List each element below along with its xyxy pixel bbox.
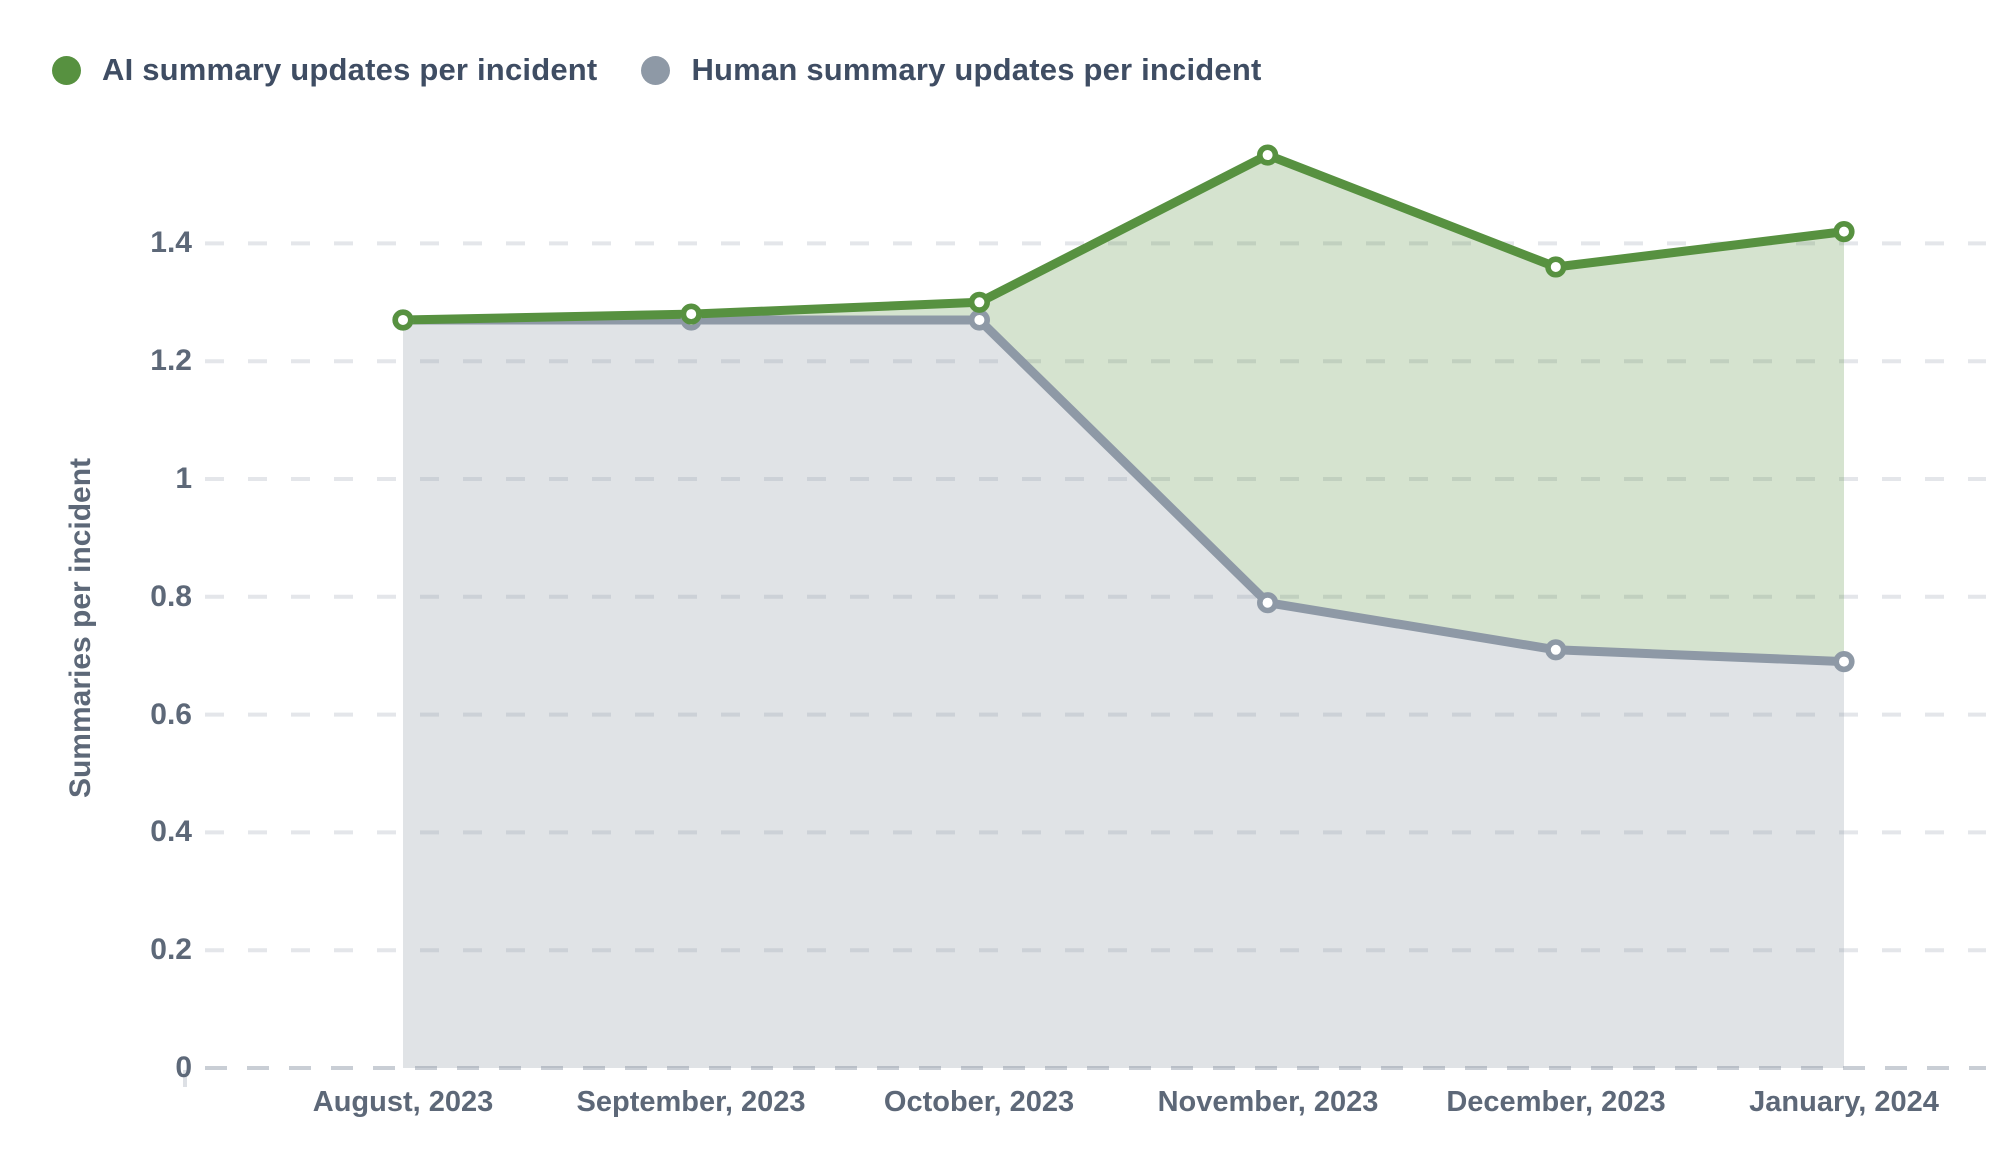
chart-legend: AI summary updates per incident Human su… bbox=[52, 52, 1262, 88]
data-point-marker-human[interactable] bbox=[1833, 650, 1855, 673]
legend-label: AI summary updates per incident bbox=[102, 52, 598, 87]
data-point-marker-ai[interactable] bbox=[968, 291, 991, 313]
x-axis-label: October, 2023 bbox=[883, 1086, 1075, 1118]
legend-item-ai-summary[interactable]: AI summary updates per incident bbox=[52, 52, 597, 88]
series-area-human bbox=[403, 320, 1844, 1068]
x-axis-label: November, 2023 bbox=[1157, 1086, 1379, 1118]
x-axis-label: January, 2024 bbox=[1749, 1086, 1939, 1118]
legend-dot-icon bbox=[52, 55, 81, 85]
y-tick-label: 0.6 bbox=[150, 698, 192, 731]
data-point-marker-ai[interactable] bbox=[680, 303, 702, 325]
x-axis-label: December, 2023 bbox=[1446, 1086, 1666, 1118]
series-line-ai bbox=[398, 150, 1849, 325]
legend-dot-icon bbox=[641, 55, 671, 85]
y-tick-label: 0 bbox=[175, 1051, 192, 1084]
legend-item-human-summary[interactable]: Human summary updates per incident bbox=[641, 52, 1261, 88]
data-point-marker-ai[interactable] bbox=[1256, 144, 1279, 166]
series-line-human bbox=[398, 315, 1849, 667]
y-tick-label: 1 bbox=[175, 462, 192, 495]
legend-label: Human summary updates per incident bbox=[691, 52, 1262, 87]
series-area-ai bbox=[403, 155, 1844, 662]
x-axis-label: August, 2023 bbox=[312, 1086, 494, 1118]
x-axis-label: September, 2023 bbox=[576, 1086, 806, 1118]
y-tick-label: 0.8 bbox=[150, 580, 192, 613]
data-point-marker-ai[interactable] bbox=[1833, 221, 1855, 243]
y-tick-label: 1.4 bbox=[150, 226, 192, 259]
y-tick-label: 0.2 bbox=[150, 933, 192, 966]
data-point-marker-ai[interactable] bbox=[1545, 256, 1567, 278]
data-point-marker-ai[interactable] bbox=[392, 309, 414, 331]
data-point-marker-human[interactable] bbox=[1256, 592, 1279, 614]
data-point-marker-human[interactable] bbox=[968, 309, 991, 331]
y-tick-label: 0.4 bbox=[150, 815, 192, 848]
y-tick-label: 1.2 bbox=[150, 344, 192, 377]
data-point-marker-human[interactable] bbox=[1545, 639, 1567, 661]
